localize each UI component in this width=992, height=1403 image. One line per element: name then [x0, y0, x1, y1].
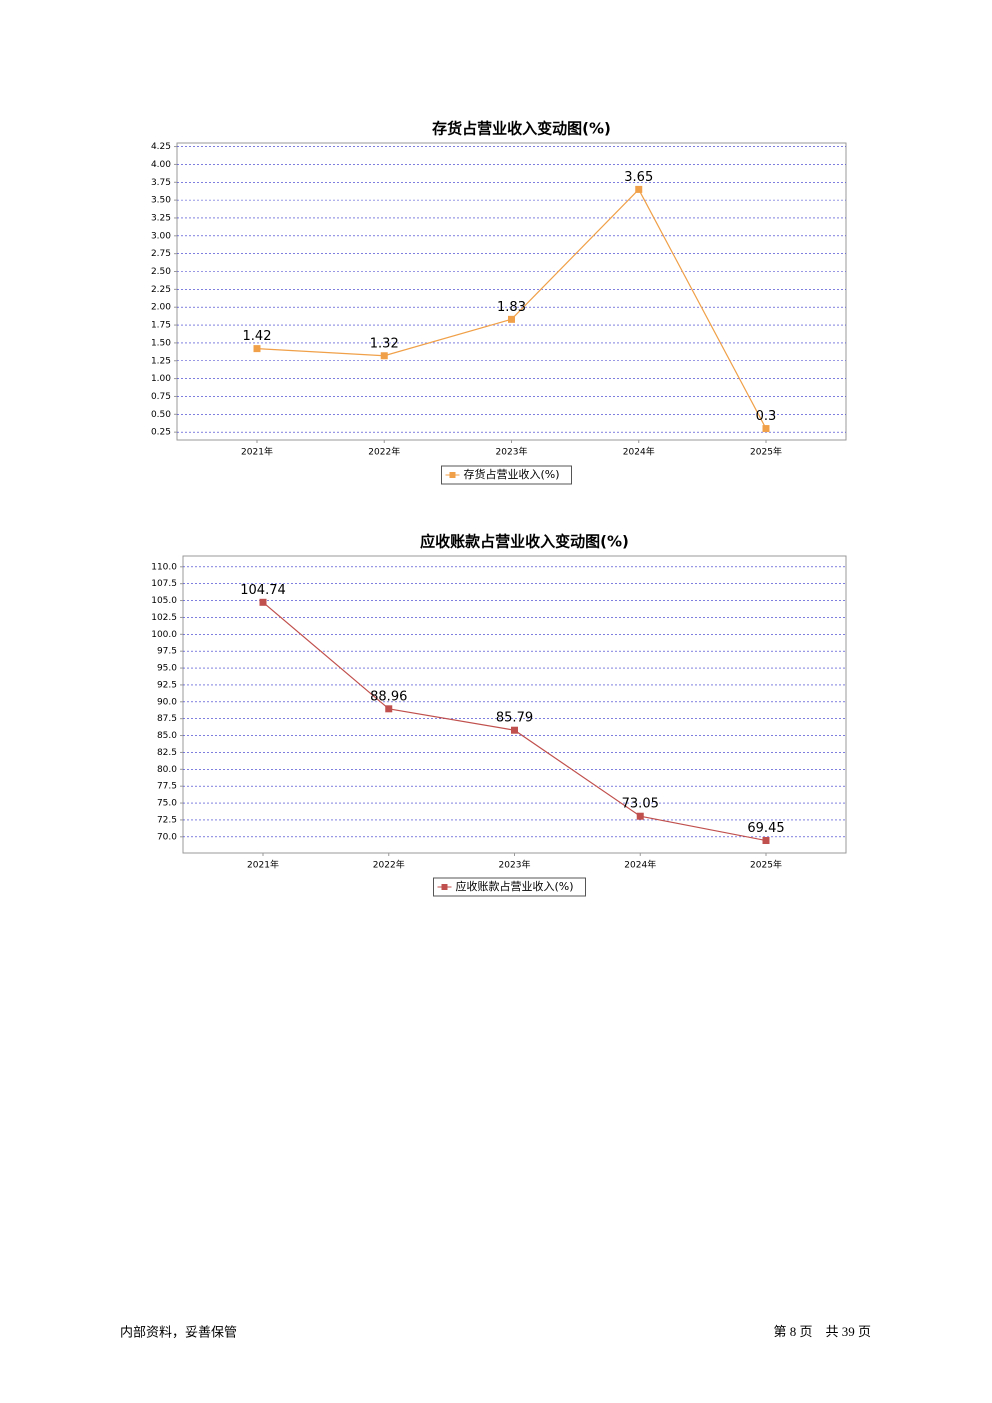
y-tick-label: 107.5: [151, 579, 177, 589]
y-tick-label: 105.0: [151, 596, 177, 606]
data-label: 69.45: [747, 821, 784, 836]
y-tick-label: 97.5: [157, 647, 177, 657]
x-tick-label: 2024年: [623, 446, 655, 458]
point-marker: [253, 345, 261, 353]
x-tick-label: 2021年: [247, 859, 279, 871]
y-tick-label: 2.25: [151, 285, 171, 295]
y-tick-label: 102.5: [151, 613, 177, 623]
x-tick-label: 2022年: [368, 446, 400, 458]
y-tick-label: 100.0: [151, 630, 177, 640]
chart-title: 存货占营业收入变动图(%): [432, 120, 611, 138]
y-tick-label: 77.5: [157, 782, 177, 792]
y-tick-label: 0.75: [151, 392, 171, 402]
y-tick-label: 1.25: [151, 356, 171, 366]
point-marker: [636, 812, 644, 820]
legend-box: [441, 465, 572, 485]
point-marker: [259, 598, 267, 606]
legend-swatch: [441, 884, 448, 890]
data-label: 1.83: [497, 300, 526, 315]
y-tick-label: 1.50: [151, 338, 171, 348]
y-tick-label: 3.25: [151, 213, 171, 223]
point-marker: [635, 185, 643, 193]
footer-right: 第 8 页 共 39 页: [773, 1324, 871, 1339]
data-label: 104.74: [240, 583, 286, 598]
footer-left: 内部资料，妥善保管: [120, 1325, 237, 1341]
plot-area: [176, 142, 847, 441]
point-marker: [508, 315, 515, 323]
chart-title: 应收账款占营业收入变动图(%): [420, 533, 629, 551]
data-label: 0.3: [756, 409, 777, 424]
data-label: 1.42: [243, 329, 272, 344]
plot-area: [182, 555, 847, 854]
y-tick-label: 72.5: [157, 815, 177, 825]
y-tick-label: 70.0: [157, 832, 177, 842]
x-tick-label: 2023年: [496, 446, 528, 458]
y-tick-label: 4.00: [151, 160, 171, 170]
y-tick-label: 4.25: [151, 142, 171, 152]
y-tick-label: 90.0: [157, 697, 177, 707]
legend-swatch: [449, 472, 456, 478]
x-tick-label: 2023年: [499, 859, 531, 871]
data-label: 1.32: [370, 336, 399, 351]
x-tick-label: 2022年: [373, 859, 405, 871]
y-tick-label: 85.0: [157, 731, 177, 741]
y-tick-label: 87.5: [157, 714, 177, 724]
y-tick-label: 110.0: [151, 562, 177, 572]
point-marker: [380, 352, 388, 360]
y-tick-label: 1.00: [151, 374, 171, 384]
point-marker: [762, 425, 770, 433]
point-marker: [511, 726, 518, 734]
y-tick-label: 3.75: [151, 178, 171, 188]
x-tick-label: 2021年: [241, 446, 273, 458]
data-label: 88.96: [370, 689, 407, 704]
y-tick-label: 0.50: [151, 410, 171, 420]
legend-label: 存货占营业收入(%): [464, 467, 560, 481]
y-tick-label: 2.00: [151, 303, 171, 313]
data-label: 3.65: [624, 170, 653, 185]
x-tick-label: 2024年: [624, 859, 656, 871]
y-tick-label: 1.75: [151, 321, 171, 331]
x-tick-label: 2025年: [750, 859, 782, 871]
data-label: 73.05: [622, 797, 659, 812]
y-tick-label: 80.0: [157, 765, 177, 775]
point-marker: [762, 837, 770, 845]
y-tick-label: 92.5: [157, 680, 177, 690]
x-tick-label: 2025年: [750, 446, 782, 458]
y-tick-label: 82.5: [157, 748, 177, 758]
y-tick-label: 75.0: [157, 799, 177, 809]
y-tick-label: 3.00: [151, 231, 171, 241]
point-marker: [385, 705, 393, 713]
data-label: 85.79: [496, 711, 533, 726]
legend-box: [433, 877, 586, 897]
y-tick-label: 3.50: [151, 196, 171, 206]
y-tick-label: 0.25: [151, 428, 171, 438]
y-tick-label: 2.75: [151, 249, 171, 259]
y-tick-label: 2.50: [151, 267, 171, 277]
legend-label: 应收账款占营业收入(%): [456, 879, 574, 893]
y-tick-label: 95.0: [157, 664, 177, 674]
